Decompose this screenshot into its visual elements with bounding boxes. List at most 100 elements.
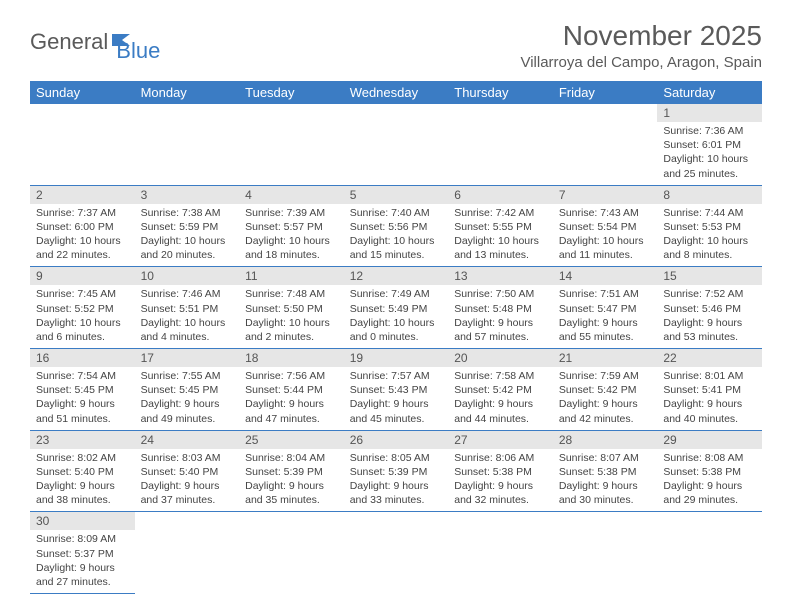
day-content: Sunrise: 7:40 AMSunset: 5:56 PMDaylight:…	[344, 204, 449, 267]
calendar-day-cell: 18Sunrise: 7:56 AMSunset: 5:44 PMDayligh…	[239, 349, 344, 431]
day-number: 13	[448, 267, 553, 285]
calendar-empty-cell	[135, 104, 240, 185]
calendar-week-row: 30Sunrise: 8:09 AMSunset: 5:37 PMDayligh…	[30, 512, 762, 594]
day-content: Sunrise: 7:49 AMSunset: 5:49 PMDaylight:…	[344, 285, 449, 348]
sunrise-text: Sunrise: 7:36 AM	[663, 124, 756, 138]
day-number: 22	[657, 349, 762, 367]
sunset-text: Sunset: 5:38 PM	[454, 465, 547, 479]
day-number-row: 27	[448, 431, 553, 449]
calendar-empty-cell	[553, 512, 658, 594]
day-number: 12	[344, 267, 449, 285]
day-number-row: 5	[344, 186, 449, 204]
day-content: Sunrise: 7:58 AMSunset: 5:42 PMDaylight:…	[448, 367, 553, 430]
day-number-row: 7	[553, 186, 658, 204]
day-content: Sunrise: 8:06 AMSunset: 5:38 PMDaylight:…	[448, 449, 553, 512]
daylight-text: and 2 minutes.	[245, 330, 338, 344]
day-number-row: 17	[135, 349, 240, 367]
day-content: Sunrise: 7:39 AMSunset: 5:57 PMDaylight:…	[239, 204, 344, 267]
day-content: Sunrise: 7:52 AMSunset: 5:46 PMDaylight:…	[657, 285, 762, 348]
sunset-text: Sunset: 5:41 PM	[663, 383, 756, 397]
day-number-row: 16	[30, 349, 135, 367]
calendar-day-cell: 4Sunrise: 7:39 AMSunset: 5:57 PMDaylight…	[239, 185, 344, 267]
daylight-text: Daylight: 10 hours	[350, 316, 443, 330]
day-number-row: 10	[135, 267, 240, 285]
day-content: Sunrise: 7:55 AMSunset: 5:45 PMDaylight:…	[135, 367, 240, 430]
daylight-text: and 15 minutes.	[350, 248, 443, 262]
logo-text-general: General	[30, 29, 108, 55]
daylight-text: Daylight: 9 hours	[559, 397, 652, 411]
day-number: 30	[30, 512, 135, 530]
daylight-text: and 27 minutes.	[36, 575, 129, 589]
daylight-text: Daylight: 9 hours	[663, 316, 756, 330]
sunrise-text: Sunrise: 8:02 AM	[36, 451, 129, 465]
sunset-text: Sunset: 5:37 PM	[36, 547, 129, 561]
day-content: Sunrise: 7:36 AMSunset: 6:01 PMDaylight:…	[657, 122, 762, 185]
day-content: Sunrise: 7:50 AMSunset: 5:48 PMDaylight:…	[448, 285, 553, 348]
daylight-text: Daylight: 10 hours	[245, 234, 338, 248]
day-number-row: 9	[30, 267, 135, 285]
sunrise-text: Sunrise: 7:56 AM	[245, 369, 338, 383]
sunrise-text: Sunrise: 7:40 AM	[350, 206, 443, 220]
calendar-day-cell: 25Sunrise: 8:04 AMSunset: 5:39 PMDayligh…	[239, 430, 344, 512]
daylight-text: and 33 minutes.	[350, 493, 443, 507]
calendar-day-cell: 17Sunrise: 7:55 AMSunset: 5:45 PMDayligh…	[135, 349, 240, 431]
day-content: Sunrise: 8:07 AMSunset: 5:38 PMDaylight:…	[553, 449, 658, 512]
day-content: Sunrise: 7:48 AMSunset: 5:50 PMDaylight:…	[239, 285, 344, 348]
sunrise-text: Sunrise: 7:46 AM	[141, 287, 234, 301]
day-content: Sunrise: 7:51 AMSunset: 5:47 PMDaylight:…	[553, 285, 658, 348]
day-number-row: 20	[448, 349, 553, 367]
daylight-text: Daylight: 9 hours	[454, 316, 547, 330]
weekday-header-row: SundayMondayTuesdayWednesdayThursdayFrid…	[30, 81, 762, 104]
day-number-row: 21	[553, 349, 658, 367]
day-number-row: 1	[657, 104, 762, 122]
calendar-week-row: 1Sunrise: 7:36 AMSunset: 6:01 PMDaylight…	[30, 104, 762, 185]
day-number: 15	[657, 267, 762, 285]
day-content: Sunrise: 7:45 AMSunset: 5:52 PMDaylight:…	[30, 285, 135, 348]
day-content: Sunrise: 8:09 AMSunset: 5:37 PMDaylight:…	[30, 530, 135, 593]
day-content: Sunrise: 7:38 AMSunset: 5:59 PMDaylight:…	[135, 204, 240, 267]
daylight-text: Daylight: 9 hours	[36, 479, 129, 493]
weekday-header: Saturday	[657, 81, 762, 104]
daylight-text: Daylight: 9 hours	[36, 561, 129, 575]
day-number: 29	[657, 431, 762, 449]
day-number: 17	[135, 349, 240, 367]
sunrise-text: Sunrise: 7:58 AM	[454, 369, 547, 383]
daylight-text: and 4 minutes.	[141, 330, 234, 344]
sunset-text: Sunset: 5:40 PM	[36, 465, 129, 479]
title-block: November 2025 Villarroya del Campo, Arag…	[520, 20, 762, 71]
daylight-text: Daylight: 9 hours	[141, 479, 234, 493]
daylight-text: and 18 minutes.	[245, 248, 338, 262]
daylight-text: and 32 minutes.	[454, 493, 547, 507]
sunset-text: Sunset: 6:01 PM	[663, 138, 756, 152]
sunset-text: Sunset: 5:46 PM	[663, 302, 756, 316]
day-content: Sunrise: 8:08 AMSunset: 5:38 PMDaylight:…	[657, 449, 762, 512]
calendar-week-row: 23Sunrise: 8:02 AMSunset: 5:40 PMDayligh…	[30, 430, 762, 512]
calendar-day-cell: 19Sunrise: 7:57 AMSunset: 5:43 PMDayligh…	[344, 349, 449, 431]
daylight-text: Daylight: 10 hours	[245, 316, 338, 330]
sunrise-text: Sunrise: 7:42 AM	[454, 206, 547, 220]
day-number-row: 24	[135, 431, 240, 449]
daylight-text: and 29 minutes.	[663, 493, 756, 507]
daylight-text: Daylight: 9 hours	[454, 397, 547, 411]
sunrise-text: Sunrise: 7:55 AM	[141, 369, 234, 383]
sunrise-text: Sunrise: 8:06 AM	[454, 451, 547, 465]
sunrise-text: Sunrise: 7:37 AM	[36, 206, 129, 220]
daylight-text: Daylight: 9 hours	[350, 479, 443, 493]
sunset-text: Sunset: 5:45 PM	[36, 383, 129, 397]
calendar-empty-cell	[448, 104, 553, 185]
day-number: 28	[553, 431, 658, 449]
calendar-empty-cell	[30, 104, 135, 185]
calendar-table: SundayMondayTuesdayWednesdayThursdayFrid…	[30, 81, 762, 594]
day-content: Sunrise: 7:44 AMSunset: 5:53 PMDaylight:…	[657, 204, 762, 267]
logo-text-blue: Blue	[116, 38, 160, 63]
day-content: Sunrise: 7:56 AMSunset: 5:44 PMDaylight:…	[239, 367, 344, 430]
month-title: November 2025	[520, 20, 762, 52]
sunrise-text: Sunrise: 8:04 AM	[245, 451, 338, 465]
calendar-day-cell: 10Sunrise: 7:46 AMSunset: 5:51 PMDayligh…	[135, 267, 240, 349]
sunset-text: Sunset: 5:53 PM	[663, 220, 756, 234]
day-number-row: 2	[30, 186, 135, 204]
daylight-text: Daylight: 9 hours	[245, 479, 338, 493]
day-number: 14	[553, 267, 658, 285]
sunset-text: Sunset: 5:49 PM	[350, 302, 443, 316]
calendar-day-cell: 1Sunrise: 7:36 AMSunset: 6:01 PMDaylight…	[657, 104, 762, 185]
